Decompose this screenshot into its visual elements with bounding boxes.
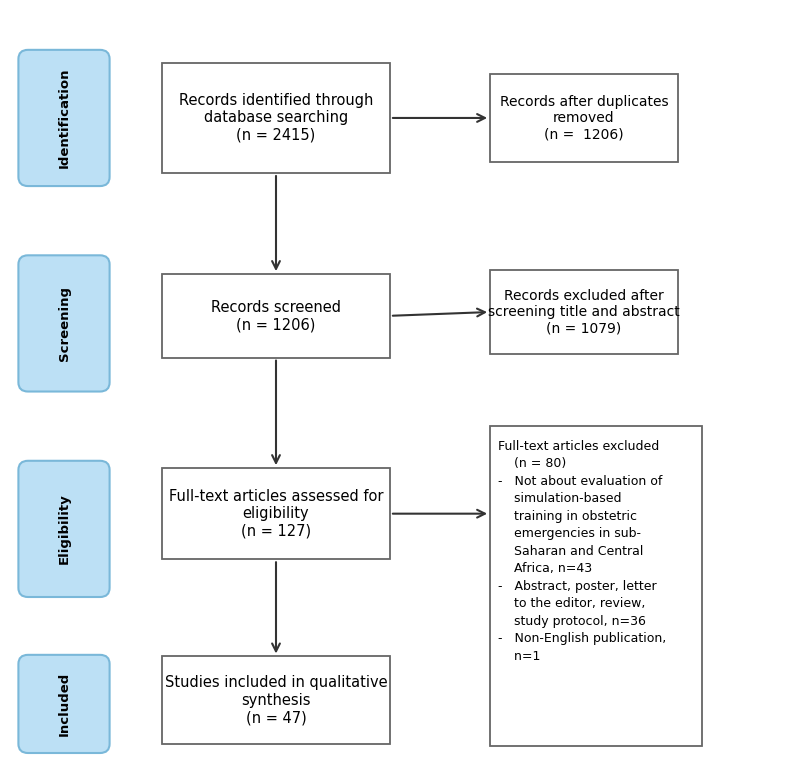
Bar (162, 63, 390, 174)
Text: Full-text articles excluded
    (n = 80)
-   Not about evaluation of
    simulat: Full-text articles excluded (n = 80) - N… (498, 440, 666, 663)
FancyBboxPatch shape (18, 460, 110, 597)
Text: Screening: Screening (58, 286, 70, 361)
FancyBboxPatch shape (18, 256, 110, 391)
Text: Records excluded after
screening title and abstract
(n = 1079): Records excluded after screening title a… (488, 289, 680, 335)
Text: Records after duplicates
removed
(n =  1206): Records after duplicates removed (n = 12… (500, 95, 668, 141)
Text: Records identified through
database searching
(n = 2415): Records identified through database sear… (179, 93, 373, 143)
Bar (490, 74, 678, 161)
Text: Records screened
(n = 1206): Records screened (n = 1206) (211, 300, 341, 332)
FancyBboxPatch shape (18, 654, 110, 753)
Text: Identification: Identification (58, 68, 70, 168)
Text: Full-text articles assessed for
eligibility
(n = 127): Full-text articles assessed for eligibil… (169, 489, 383, 539)
Bar (490, 426, 702, 746)
Bar (162, 656, 390, 744)
Text: Included: Included (58, 672, 70, 736)
FancyBboxPatch shape (18, 50, 110, 186)
Text: Eligibility: Eligibility (58, 494, 70, 564)
Bar (490, 270, 678, 354)
Bar (162, 274, 390, 358)
Text: Studies included in qualitative
synthesis
(n = 47): Studies included in qualitative synthesi… (165, 675, 387, 725)
Bar (162, 468, 390, 559)
